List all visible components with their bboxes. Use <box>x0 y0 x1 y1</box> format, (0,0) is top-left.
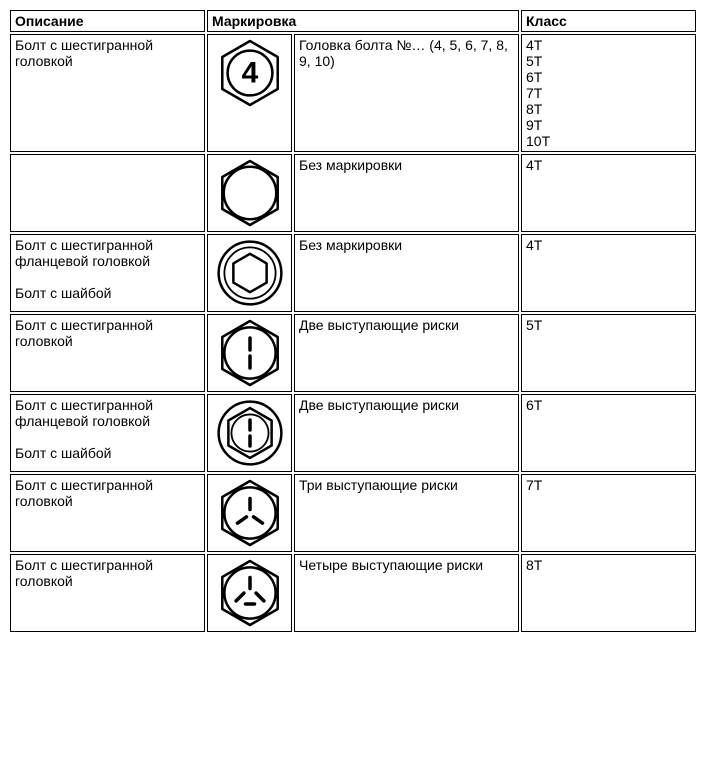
cell-icon <box>207 554 292 632</box>
cell-class: 5T <box>521 314 696 392</box>
cell-icon <box>207 474 292 552</box>
cell-class: 8T <box>521 554 696 632</box>
cell-class: 7T <box>521 474 696 552</box>
hex-3dash-icon <box>214 477 286 549</box>
cell-description: Болт с шестигранной фланцевой головкой Б… <box>10 394 205 472</box>
cell-description: Болт с шестигранной головкой <box>10 34 205 152</box>
header-description: Описание <box>10 10 205 32</box>
header-marking: Маркировка <box>207 10 519 32</box>
cell-marking-desc: Две выступающие риски <box>294 394 519 472</box>
hex-number4-icon: 4 <box>214 37 286 109</box>
cell-class: 4T <box>521 234 696 312</box>
cell-description: Болт с шестигранной головкой <box>10 314 205 392</box>
bolt-marking-table: Описание Маркировка Класс Болт с шестигр… <box>8 8 698 634</box>
cell-marking-desc: Четыре выступающие риски <box>294 554 519 632</box>
cell-marking-desc: Три выступающие риски <box>294 474 519 552</box>
table-row: Болт с шестигранной головкой Две выступаю… <box>10 314 696 392</box>
svg-text:4: 4 <box>241 57 258 90</box>
cell-description: Болт с шестигранной головкой <box>10 474 205 552</box>
cell-icon <box>207 314 292 392</box>
table-body: Болт с шестигранной головкой 4 Головка бол… <box>10 34 696 632</box>
cell-icon: 4 <box>207 34 292 152</box>
hex-4dash-icon <box>214 557 286 629</box>
table-row: Без маркировки4T <box>10 154 696 232</box>
cell-marking-desc: Без маркировки <box>294 234 519 312</box>
hex-2dash-icon <box>214 317 286 389</box>
table-row: Болт с шестигранной фланцевой головкой Б… <box>10 394 696 472</box>
cell-description: Болт с шестигранной головкой <box>10 554 205 632</box>
table-header-row: Описание Маркировка Класс <box>10 10 696 32</box>
table-row: Болт с шестигранной головкой Четыре высту… <box>10 554 696 632</box>
cell-marking-desc: Без маркировки <box>294 154 519 232</box>
cell-description <box>10 154 205 232</box>
flange-2dash-icon <box>214 397 286 469</box>
cell-description: Болт с шестигранной фланцевой головкой Б… <box>10 234 205 312</box>
table-row: Болт с шестигранной головкой 4 Головка бол… <box>10 34 696 152</box>
flange-plain-icon <box>214 237 286 309</box>
cell-icon <box>207 394 292 472</box>
header-class: Класс <box>521 10 696 32</box>
cell-icon <box>207 234 292 312</box>
cell-marking-desc: Две выступающие риски <box>294 314 519 392</box>
cell-class: 6T <box>521 394 696 472</box>
cell-marking-desc: Головка болта №… (4, 5, 6, 7, 8, 9, 10) <box>294 34 519 152</box>
cell-class: 4T <box>521 154 696 232</box>
table-row: Болт с шестигранной головкой Три выступаю… <box>10 474 696 552</box>
cell-icon <box>207 154 292 232</box>
cell-class: 4T 5T 6T 7T 8T 9T 10T <box>521 34 696 152</box>
hex-plain-icon <box>214 157 286 229</box>
table-row: Болт с шестигранной фланцевой головкой Б… <box>10 234 696 312</box>
